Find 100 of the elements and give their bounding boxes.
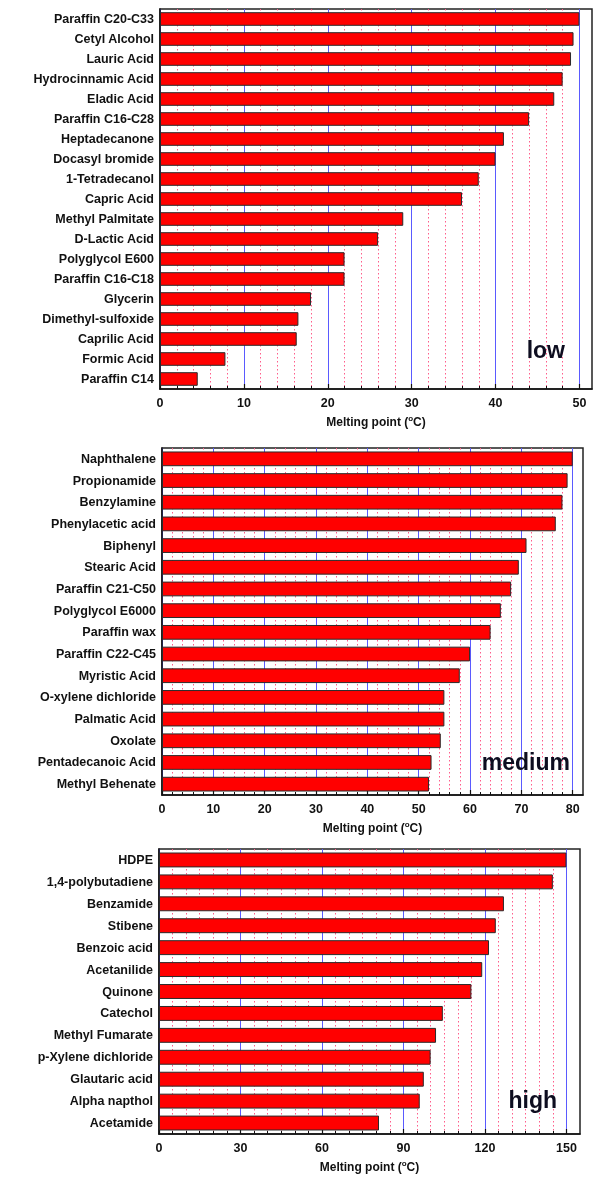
y-tick-label: p-Xylene dichloride	[37, 1050, 154, 1065]
x-tick-label: 50	[411, 801, 426, 816]
y-tick-label: Pentadecanoic Acid	[37, 755, 156, 770]
bar	[160, 172, 479, 186]
bar	[159, 1027, 437, 1043]
x-tick-label: 60	[315, 1140, 329, 1155]
x-tick-label: 40	[360, 801, 375, 816]
x-tick-label: 70	[514, 801, 529, 816]
y-tick-label: Myristic Acid	[78, 668, 156, 683]
y-tick-label: Benzamide	[87, 896, 154, 911]
x-tick-label: 60	[463, 801, 478, 816]
bar	[159, 1093, 420, 1109]
bar	[159, 1049, 431, 1065]
y-tick-label: O-xylene dichloride	[39, 690, 157, 705]
y-tick-label: Acetanilide	[86, 962, 154, 977]
y-tick-label: Biphenyl	[103, 538, 156, 553]
x-tick-label: 30	[233, 1140, 248, 1155]
bar	[160, 232, 379, 246]
y-tick-label: Paraffin C22-C45	[55, 647, 157, 662]
bar	[160, 292, 311, 306]
x-tick-label: 40	[488, 395, 503, 410]
bar	[162, 624, 491, 640]
y-tick-label: D-Lactic Acid	[74, 232, 154, 246]
y-tick-label: Paraffin C14	[81, 372, 155, 386]
y-tick-label: Paraffin C16-C18	[53, 272, 155, 286]
bar	[159, 1115, 380, 1131]
y-tick-label: Alpha napthol	[69, 1094, 153, 1109]
x-tick-label: 0	[156, 395, 164, 410]
bar	[160, 92, 555, 106]
y-tick-label: Naphthalene	[80, 451, 157, 466]
y-tick-label: Polyglycol E600	[58, 252, 155, 266]
bar	[160, 192, 462, 206]
y-tick-label: HDPE	[118, 852, 153, 867]
y-tick-label: Catechol	[100, 1006, 153, 1021]
bar	[160, 72, 563, 86]
bar	[159, 852, 567, 868]
x-tick-label: 0	[155, 1140, 163, 1155]
bar	[162, 646, 471, 662]
y-tick-label: Oxolate	[110, 733, 157, 748]
x-tick-label: 30	[309, 801, 324, 816]
y-tick-label: 1,4-polybutadiene	[46, 874, 154, 889]
y-tick-label: Heptadecanone	[60, 132, 155, 146]
bar	[160, 32, 574, 46]
y-tick-label: Glautaric acid	[70, 1072, 153, 1087]
y-tick-label: Palmatic Acid	[74, 712, 156, 727]
x-tick-label: 10	[206, 801, 221, 816]
bar	[160, 312, 299, 326]
x-tick-label: 20	[320, 395, 335, 410]
bar	[159, 874, 553, 890]
y-tick-label: Polyglycol E6000	[53, 603, 157, 618]
bar	[162, 473, 568, 488]
y-tick-label: Lauric Acid	[86, 52, 154, 66]
y-tick-label: Paraffin C20-C33	[53, 12, 155, 26]
bar	[159, 896, 504, 912]
bar	[162, 559, 519, 575]
x-tick-label: 10	[236, 395, 251, 410]
bar	[159, 918, 496, 934]
bar	[162, 711, 445, 727]
bar	[159, 984, 472, 999]
y-tick-label: Formic Acid	[82, 352, 154, 366]
bar	[162, 538, 527, 553]
y-tick-label: Stearic Acid	[84, 560, 156, 575]
bar	[162, 733, 441, 749]
bar	[160, 352, 226, 366]
x-tick-label: 120	[474, 1140, 496, 1155]
y-tick-label: Methyl Behenate	[56, 777, 157, 792]
bar	[160, 272, 345, 286]
bar	[160, 12, 580, 26]
bar	[160, 252, 345, 266]
x-tick-label: 50	[572, 395, 587, 410]
bar	[160, 372, 198, 386]
y-tick-label: Hydrocinnamic Acid	[33, 72, 154, 86]
bar	[162, 755, 432, 770]
x-tick-label: 150	[555, 1140, 577, 1155]
bar	[159, 940, 490, 956]
x-tick-label: 90	[396, 1140, 411, 1155]
y-tick-label: Caprilic Acid	[78, 332, 154, 346]
annotation: high	[508, 1086, 558, 1113]
y-tick-label: Phenylacetic acid	[51, 516, 156, 531]
bar	[162, 603, 501, 619]
x-tick-label: 80	[565, 801, 580, 816]
y-tick-label: Methyl Palmitate	[55, 212, 155, 226]
y-tick-label: Methyl Fumarate	[53, 1028, 154, 1043]
y-tick-label: Glycerin	[103, 292, 154, 306]
bar	[159, 1005, 443, 1021]
bar	[160, 212, 404, 226]
x-tick-label: 0	[158, 801, 166, 816]
bar	[162, 451, 573, 467]
y-tick-label: Cetyl Alcohol	[74, 32, 154, 46]
x-tick-label: 30	[404, 395, 419, 410]
y-tick-label: Benzylamine	[79, 495, 157, 510]
bar	[159, 962, 483, 978]
annotation: low	[526, 336, 566, 363]
bar	[162, 690, 445, 705]
bar	[162, 581, 512, 597]
y-tick-label: Propionamide	[72, 473, 157, 488]
y-tick-label: Stibene	[107, 918, 154, 933]
y-tick-label: Benzoic acid	[76, 940, 153, 955]
y-tick-label: Acetamide	[89, 1116, 154, 1131]
bar	[162, 494, 563, 510]
